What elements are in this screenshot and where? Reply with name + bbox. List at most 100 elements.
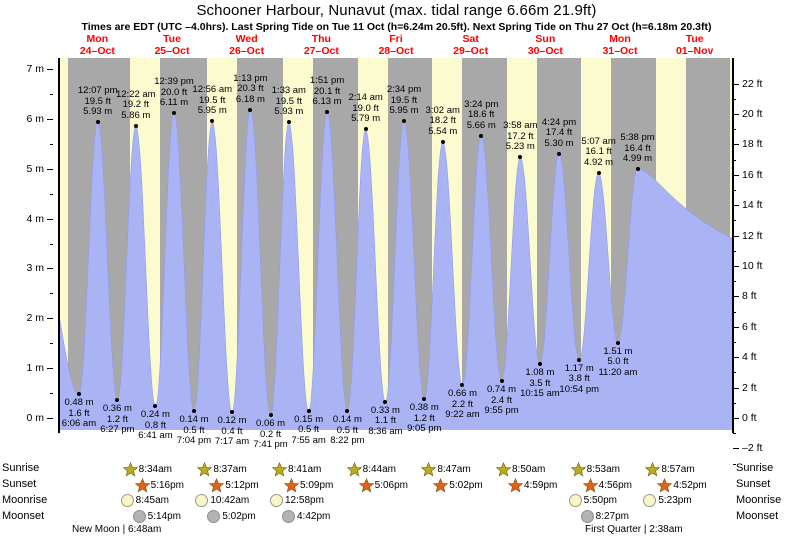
y-tick-mark-left <box>47 418 53 419</box>
extreme-time: 5:07 am <box>581 135 616 147</box>
y-tick-right: 22 ft <box>742 77 763 90</box>
y-tick-left: 5 m <box>26 162 44 175</box>
tide-extreme-dot <box>557 151 562 156</box>
y-minor-tick-left <box>50 393 53 395</box>
tide-extreme-label-high: 2:34 pm 19.5 ft 5.95 m <box>373 85 435 117</box>
extreme-feet: 1.6 ft <box>68 407 90 419</box>
extreme-metres: 6.13 m <box>312 96 342 108</box>
y-tick-mark-right <box>733 266 739 268</box>
tide-extreme-label-low: 0.12 m 0.4 ft 7:17 am <box>201 416 263 448</box>
y-tick-mark-right <box>733 144 739 146</box>
y-tick-right: –2 ft <box>742 442 763 455</box>
moonrise-icon <box>568 494 582 507</box>
extreme-time: 1.17 m <box>564 362 594 374</box>
extreme-feet: 0.5 ft <box>183 424 205 436</box>
tide-extreme-dot <box>345 409 350 414</box>
sunrise-time: 8:57am <box>661 464 695 475</box>
moonset-time: 8:27pm <box>595 511 630 522</box>
y-tick-mark-right <box>733 448 739 450</box>
extreme-feet: 19.2 ft <box>122 99 149 111</box>
extreme-feet: 1.2 ft <box>413 412 435 424</box>
extreme-feet: 3.8 ft <box>568 373 590 385</box>
tide-extreme-dot <box>440 139 445 144</box>
day-date: 27–Oct <box>303 45 339 57</box>
y-tick-right: 18 ft <box>742 138 763 151</box>
tide-extreme-dot <box>537 362 542 367</box>
extreme-metres: 5.79 m <box>351 113 381 125</box>
tide-extreme-label-high: 12:39 pm 20.0 ft 6.11 m <box>143 77 205 109</box>
y-tick-right: 4 ft <box>742 351 757 364</box>
moonset-icon <box>282 510 295 523</box>
day-header-7: Sun 30–Oct <box>508 33 583 57</box>
extreme-time: 1:51 pm <box>309 75 345 87</box>
extreme-feet: 0.2 ft <box>260 428 282 440</box>
extreme-time: 1.51 m <box>603 345 633 357</box>
tide-extreme-label-high: 3:24 pm 18.6 ft 5.66 m <box>450 99 512 132</box>
y-tick-mark-left <box>47 318 53 320</box>
tide-extreme-label-low: 0.14 m 0.5 ft 7:04 pm <box>163 415 225 447</box>
extreme-time: 0.74 m <box>486 384 517 396</box>
sunset-time: 4:59pm <box>524 480 558 491</box>
moonrise-time: 10:42am <box>210 495 250 506</box>
y-minor-tick-right <box>733 433 736 435</box>
tide-extreme-label-low: 1.51 m 5.0 ft 11:20 am <box>587 345 649 379</box>
day-header-4: Thu 27–Oct <box>284 33 359 57</box>
row-label-right-moonset: Moonset <box>736 510 779 522</box>
extreme-time: 4:24 pm <box>541 116 577 128</box>
tide-extreme-dot <box>115 398 120 403</box>
tide-extreme-dot <box>306 408 311 413</box>
extreme-time: 0.14 m <box>179 414 209 426</box>
tide-extreme-dot <box>460 383 465 388</box>
extreme-feet: 0.5 ft <box>336 424 358 436</box>
y-tick-left: 3 m <box>26 262 44 275</box>
extreme-metres: 5.95 m <box>197 105 227 117</box>
y-tick-right: 20 ft <box>742 108 763 121</box>
extreme-time: 0.06 m <box>256 418 286 429</box>
sunrise-time: 8:41am <box>288 464 322 475</box>
moonset-time: 4:42pm <box>297 511 331 522</box>
tide-extreme-label-high: 5:38 pm 16.4 ft 4.99 m <box>607 133 669 165</box>
sunset-time: 5:12pm <box>225 480 259 491</box>
extreme-metres: 5.86 m <box>121 109 151 121</box>
extreme-feet: 18.6 ft <box>468 109 495 121</box>
y-tick-right: 10 ft <box>742 260 763 273</box>
extreme-time: 0.14 m <box>332 414 362 426</box>
tide-extreme-label-low: 1.08 m 3.5 ft 10:15 am <box>509 368 571 400</box>
y-tick-right: 16 ft <box>742 168 763 181</box>
day-name: Mon <box>609 33 631 45</box>
row-label-moonrise: Moonrise <box>2 494 48 506</box>
moon-phase-1: New Moon | 6:48am <box>72 524 162 535</box>
tide-extreme-label-high: 3:02 am 18.2 ft 5.54 m <box>412 105 474 138</box>
y-tick-mark-right <box>733 418 739 419</box>
row-label-sunrise: Sunrise <box>2 462 40 474</box>
extreme-feet: 16.1 ft <box>585 146 612 158</box>
extreme-time: 1:33 am <box>271 85 306 97</box>
y-tick-mark-left <box>47 168 53 170</box>
y-tick-left: 7 m <box>26 63 44 75</box>
moonset-event: 8:27pm <box>580 510 630 523</box>
tide-extreme-label-high: 1:51 pm 20.1 ft 6.13 m <box>296 76 358 108</box>
y-minor-tick-left <box>50 243 53 245</box>
tide-extreme-label-high: 1:33 am 19.5 ft 5.93 m <box>258 86 320 118</box>
day-name: Sat <box>462 33 479 45</box>
extreme-feet: 17.2 ft <box>507 130 534 142</box>
extreme-feet: 5.0 ft <box>607 356 629 368</box>
extreme-time: 0.12 m <box>217 415 247 427</box>
tide-extreme-label-high: 2:14 am 19.0 ft 5.79 m <box>335 93 397 125</box>
tide-extreme-dot <box>615 340 620 345</box>
moonset-time: 5:14pm <box>147 511 182 522</box>
extreme-time: 0.24 m <box>140 409 170 421</box>
extreme-metres: 5.93 m <box>274 106 304 118</box>
moonrise-time: 8:45am <box>135 495 170 506</box>
extreme-time: 1.08 m <box>525 367 555 379</box>
sunrise-event: 8:53am <box>570 462 620 477</box>
day-name: Wed <box>235 33 258 45</box>
extreme-feet: 19.5 ft <box>390 94 418 106</box>
y-minor-tick-left <box>50 193 53 195</box>
extreme-metres: 10:54 pm <box>559 383 600 395</box>
moonrise-time: 5:50pm <box>583 495 618 506</box>
y-tick-right: 8 ft <box>742 290 757 303</box>
tide-extreme-dot <box>76 392 81 397</box>
day-header-9: Tue 01–Nov <box>657 33 732 57</box>
moon-phase-2: First Quarter | 2:38am <box>585 524 683 535</box>
